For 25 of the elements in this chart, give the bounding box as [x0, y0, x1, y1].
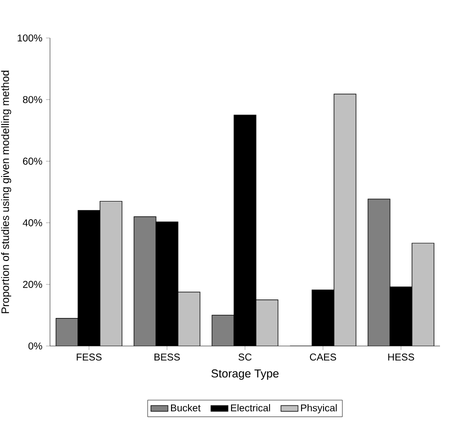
y-tick-label: 100% — [18, 34, 42, 42]
legend-label: Bucket — [171, 404, 201, 412]
y-tick-label: 40% — [22, 219, 42, 226]
bar — [178, 292, 200, 346]
x-tick-label: CAES — [310, 354, 336, 361]
bar — [256, 300, 278, 346]
y-axis-title: Proportion of studies using given modelling method — [1, 70, 12, 314]
bar — [212, 315, 234, 346]
legend-label: Phsyical — [301, 404, 337, 414]
bar — [100, 201, 122, 346]
x-tick-label: SC — [238, 354, 252, 361]
bar — [412, 242, 434, 346]
legend-label: Electrical — [231, 404, 270, 412]
y-tick-label: 80% — [22, 96, 42, 104]
y-tick-label: 0% — [28, 342, 42, 350]
x-tick-label: FESS — [76, 354, 102, 361]
y-tick-label: 20% — [23, 280, 42, 288]
x-tick-label: BESS — [154, 354, 180, 361]
x-axis-title: Storage Type — [211, 369, 279, 380]
bar — [56, 318, 78, 346]
bar — [334, 94, 356, 346]
y-tick-label: 60% — [23, 158, 42, 165]
x-tick-label: HESS — [388, 354, 414, 361]
bar — [368, 198, 390, 346]
bar — [134, 216, 156, 346]
